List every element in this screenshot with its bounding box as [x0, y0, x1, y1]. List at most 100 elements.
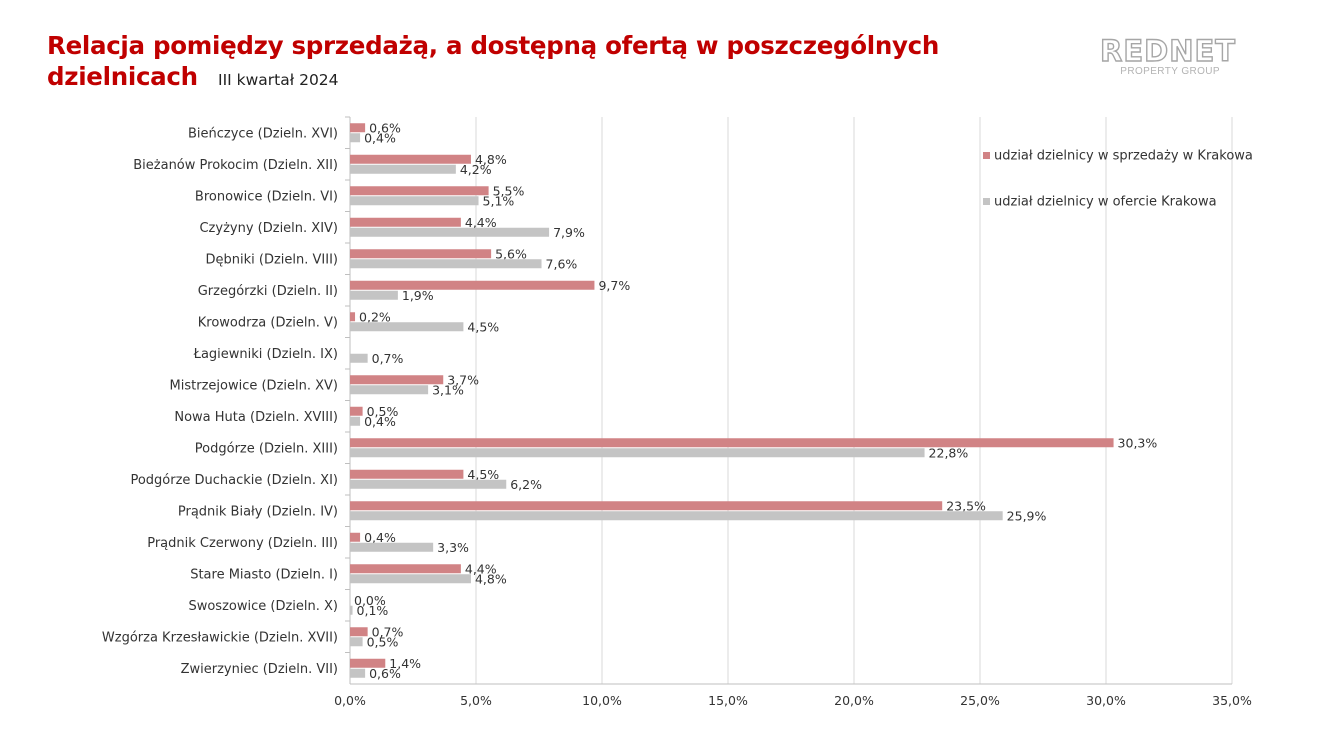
bar-sales: [350, 532, 361, 542]
bar-offer: [350, 574, 471, 584]
bar-offer: [350, 416, 361, 426]
x-tick-label: 25,0%: [960, 693, 1000, 708]
data-label: 0,7%: [372, 624, 404, 639]
bar-offer: [350, 290, 398, 300]
data-label: 0,6%: [369, 120, 401, 135]
data-label: 4,4%: [465, 561, 497, 576]
data-label: 7,9%: [553, 225, 585, 240]
category-label: Nowa Huta (Dzieln. XVIII): [174, 410, 338, 425]
category-label: Bieńczyce (Dzieln. XVI): [188, 126, 338, 141]
data-label: 22,8%: [929, 445, 969, 460]
data-label: 4,8%: [475, 571, 507, 586]
category-label: Swoszowice (Dzieln. X): [188, 599, 338, 614]
bar-offer: [350, 196, 479, 206]
category-label: Prądnik Biały (Dzieln. IV): [178, 504, 338, 519]
bar-sales: [350, 501, 943, 511]
bar-sales: [350, 123, 366, 133]
legend-label: udział dzielnicy w sprzedaży w Krakowa: [994, 149, 1253, 164]
bar-offer: [350, 385, 429, 395]
data-label: 4,5%: [467, 319, 499, 334]
data-label: 5,1%: [483, 193, 515, 208]
logo-tagline: PROPERTY GROUP: [1120, 66, 1220, 77]
data-label: 4,2%: [460, 162, 492, 177]
bar-offer: [350, 353, 368, 363]
bar-offer: [350, 637, 363, 647]
bar-sales: [350, 469, 464, 479]
data-label: 23,5%: [946, 498, 986, 513]
bar-sales: [350, 438, 1114, 448]
data-label: 0,5%: [367, 634, 399, 649]
data-label: 1,9%: [402, 288, 434, 303]
bar-offer: [350, 668, 366, 678]
category-label: Grzegórzki (Dzieln. II): [198, 284, 338, 299]
data-label: 6,2%: [510, 477, 542, 492]
data-label: 5,5%: [493, 183, 525, 198]
data-label: 7,6%: [546, 256, 578, 271]
data-label: 0,5%: [367, 404, 399, 419]
data-label: 4,5%: [467, 467, 499, 482]
data-label: 0,6%: [369, 666, 401, 681]
data-label: 0,2%: [359, 309, 391, 324]
bar-sales: [350, 249, 492, 259]
bar-offer: [350, 133, 361, 143]
data-label: 9,7%: [598, 278, 630, 293]
bar-offer: [350, 605, 353, 615]
bar-offer: [350, 511, 1003, 521]
chart-title-line2: dzielnicach: [47, 62, 198, 91]
bar-sales: [350, 627, 368, 637]
data-label: 30,3%: [1118, 435, 1158, 450]
bar-offer: [350, 542, 434, 552]
category-label: Zwierzyniec (Dzieln. VII): [181, 662, 338, 677]
legend-label: udział dzielnicy w ofercie Krakowa: [994, 195, 1217, 210]
category-label: Krowodrza (Dzieln. V): [198, 315, 338, 330]
bar-sales: [350, 154, 471, 164]
category-label: Podgórze (Dzieln. XIII): [195, 441, 338, 456]
chart-subtitle: III kwartał 2024: [218, 71, 339, 89]
data-label: 0,4%: [364, 530, 396, 545]
data-label: 0,4%: [364, 130, 396, 145]
category-label: Dębniki (Dzieln. VIII): [206, 252, 338, 267]
data-label: 0,7%: [372, 351, 404, 366]
logo-name: REDNET: [1099, 34, 1237, 68]
category-label: Czyżyny (Dzieln. XIV): [199, 221, 338, 236]
data-label: 4,4%: [465, 215, 497, 230]
data-label: 3,1%: [432, 382, 464, 397]
data-label: 0,4%: [364, 414, 396, 429]
x-tick-label: 5,0%: [460, 693, 492, 708]
bar-offer: [350, 227, 550, 237]
bar-sales: [350, 217, 461, 227]
bar-offer: [350, 164, 456, 174]
data-label: 0,1%: [357, 603, 389, 618]
data-label: 4,8%: [475, 152, 507, 167]
category-label: Stare Miasto (Dzieln. I): [190, 567, 338, 582]
company-logo: REDNET PROPERTY GROUP: [1099, 34, 1237, 77]
x-tick-label: 0,0%: [334, 693, 366, 708]
category-label: Prądnik Czerwony (Dzieln. III): [147, 536, 338, 551]
bar-sales: [350, 406, 363, 416]
chart-title: Relacja pomiędzy sprzedażą, a dostępną o…: [47, 30, 939, 96]
data-label: 3,3%: [437, 540, 469, 555]
legend-swatch-offer: [983, 198, 990, 205]
x-tick-label: 15,0%: [708, 693, 748, 708]
bar-sales: [350, 375, 444, 385]
bar-sales: [350, 312, 356, 322]
x-tick-label: 20,0%: [834, 693, 874, 708]
x-tick-label: 30,0%: [1086, 693, 1126, 708]
category-label: Bronowice (Dzieln. VI): [195, 189, 338, 204]
category-label: Bieżanów Prokocim (Dzieln. XII): [133, 158, 338, 173]
category-label: Wzgórza Krzesławickie (Dzieln. XVII): [102, 630, 338, 645]
bar-sales: [350, 658, 386, 668]
bar-offer: [350, 259, 542, 269]
legend-swatch-sales: [983, 152, 990, 159]
x-tick-label: 35,0%: [1212, 693, 1252, 708]
data-label: 25,9%: [1007, 508, 1047, 523]
x-tick-label: 10,0%: [582, 693, 622, 708]
bar-offer: [350, 322, 464, 332]
data-label: 5,6%: [495, 246, 527, 261]
bar-sales: [350, 280, 595, 290]
chart-title-line1: Relacja pomiędzy sprzedażą, a dostępną o…: [47, 31, 940, 60]
category-label: Łagiewniki (Dzieln. IX): [193, 347, 338, 362]
data-label: 0,0%: [354, 593, 386, 608]
bar-sales: [350, 564, 461, 574]
